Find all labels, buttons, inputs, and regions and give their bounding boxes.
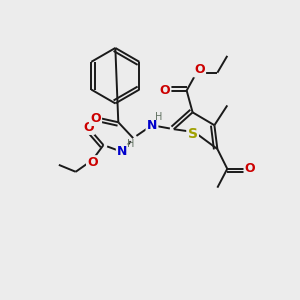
Text: O: O	[87, 156, 98, 170]
Text: S: S	[188, 127, 198, 141]
Text: N: N	[147, 119, 157, 132]
Text: O: O	[245, 162, 255, 175]
Text: N: N	[117, 146, 128, 158]
Text: H: H	[155, 112, 163, 122]
Text: H: H	[128, 139, 135, 149]
Text: O: O	[160, 84, 170, 97]
Text: O: O	[194, 63, 205, 76]
Text: O: O	[83, 121, 94, 134]
Text: O: O	[90, 112, 101, 125]
